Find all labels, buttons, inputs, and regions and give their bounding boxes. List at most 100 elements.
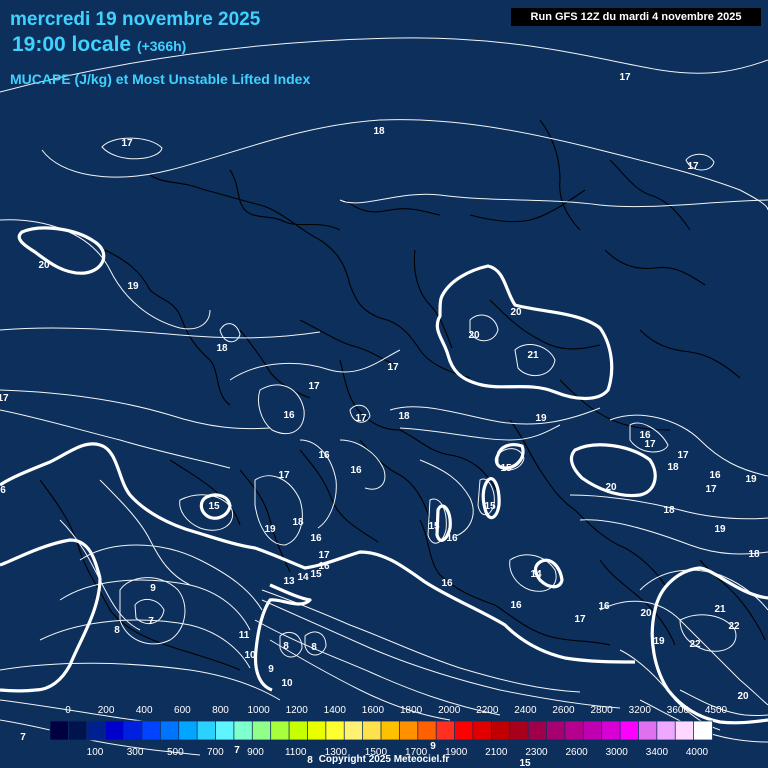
legend-color-cell — [509, 720, 530, 741]
legend-label: 1400 — [324, 705, 347, 716]
isoline-label: 20 — [38, 260, 50, 271]
forecast-time: 19:00 locale (+366h) — [12, 33, 186, 57]
isoline-label: 15 — [500, 463, 512, 474]
isoline-label: 7 — [234, 745, 240, 756]
isoline-label: 7 — [20, 732, 26, 743]
legend-color-cell — [693, 720, 713, 741]
legend-color-cell — [215, 720, 235, 741]
cape-legend: 0 200 400 600 800 1000 1200 1400 1600 1800 2000 220… — [49, 705, 728, 758]
legend-upper-labels: 0 200 400 600 800 1000 1200 1400 1600 1800 2000 220… — [65, 705, 727, 716]
isoline-label: 15 — [428, 521, 440, 532]
legend-label: 700 — [207, 747, 224, 758]
isoline-label: 18 — [663, 505, 675, 516]
legend-color-cell — [380, 720, 401, 741]
isoline-label: 6 — [0, 485, 6, 496]
legend-label: 400 — [136, 705, 153, 716]
legend-color-cell — [417, 720, 438, 741]
isoline-label: 21 — [714, 604, 726, 615]
isoline-label: 18 — [216, 343, 228, 354]
legend-color-cell — [656, 720, 677, 741]
legend-color-cell — [601, 720, 621, 741]
isoline-label: 17 — [278, 470, 290, 481]
parameter-title: MUCAPE (J/kg) et Most Unstable Lifted In… — [10, 71, 311, 87]
legend-label: 1800 — [400, 705, 423, 716]
isoline-label: 15 — [310, 569, 322, 580]
forecast-date: mercredi 19 novembre 2025 — [10, 9, 261, 30]
isoline-label: 20 — [605, 482, 617, 493]
isoline-label: 20 — [510, 307, 522, 318]
run-info-badge: Run GFS 12Z du mardi 4 novembre 2025 — [511, 8, 761, 26]
legend-label: 2200 — [476, 705, 499, 716]
legend-label: 2100 — [485, 747, 508, 758]
legend-color-cell — [251, 720, 272, 741]
legend-color-scale — [49, 720, 713, 741]
isoline-label: 17 — [705, 484, 717, 495]
legend-label: 1500 — [365, 747, 388, 758]
legend-color-cell — [472, 720, 493, 741]
legend-label: 1000 — [247, 705, 270, 716]
isoline-label: 16 — [283, 410, 295, 421]
isoline-label: 14 — [530, 569, 542, 580]
legend-color-cell — [86, 720, 107, 741]
legend-label: 3600 — [667, 705, 690, 716]
legend-label: 1100 — [285, 747, 307, 758]
isoline-label: 19 — [127, 281, 139, 292]
legend-label: 900 — [247, 747, 264, 758]
legend-label: 4500 — [705, 705, 728, 716]
isoline-label: 17 — [308, 381, 320, 392]
legend-color-cell — [141, 720, 162, 741]
legend-color-cell — [159, 720, 180, 741]
isoline-label: 19 — [714, 524, 726, 535]
legend-color-cell — [49, 720, 70, 741]
lead-time: (+366h) — [136, 38, 187, 54]
isoline-label: 17 — [687, 161, 699, 172]
legend-label: 1300 — [325, 747, 348, 758]
legend-label: 200 — [98, 705, 115, 716]
isoline-label: 8 — [283, 641, 289, 652]
legend-color-cell — [582, 720, 603, 741]
isoline-label: 16 — [310, 533, 322, 544]
isoline-label: 18 — [748, 549, 760, 560]
legend-label: 800 — [212, 705, 229, 716]
legend-label: 2300 — [525, 747, 548, 758]
legend-color-cell — [435, 720, 456, 741]
legend-color-cell — [398, 720, 419, 741]
isoline-label: 17 — [121, 138, 133, 149]
country-borders — [39, 119, 766, 671]
isoline-label: 14 — [297, 572, 309, 583]
isoline-label: 19 — [264, 524, 276, 535]
isoline-label: 10 — [244, 650, 256, 661]
forecast-time-value: 19:00 locale — [12, 33, 132, 56]
isoline-label: 19 — [535, 413, 547, 424]
legend-color-cell — [325, 720, 346, 741]
legend-lower-labels: 100 300 500 700 900 1100 1300 1500 1700 1900 2100 2… — [87, 747, 709, 758]
legend-color-cell — [196, 720, 217, 741]
legend-label: 2000 — [438, 705, 461, 716]
isoline-label: 15 — [208, 501, 220, 512]
isoline-label: 8 — [114, 625, 120, 636]
copyright-text: Copyright 2025 Meteociel.fr — [318, 754, 450, 765]
isoline-label: 17 — [574, 614, 586, 625]
isoline-label: 17 — [0, 393, 9, 404]
isoline-label: 7 — [148, 616, 154, 627]
isoline-label: 18 — [667, 462, 679, 473]
legend-label: 100 — [87, 747, 104, 758]
legend-label: 1200 — [286, 705, 309, 716]
legend-color-cell — [362, 720, 382, 741]
isoline-label: 16 — [639, 430, 651, 441]
isoline-label: 13 — [283, 576, 295, 587]
isoline-label: 18 — [292, 517, 304, 528]
isoline-label: 15 — [519, 758, 531, 768]
isoline-label: 9 — [430, 741, 436, 752]
isoline-label: 19 — [745, 474, 757, 485]
isoline-label: 18 — [398, 411, 410, 422]
legend-color-cell — [307, 720, 327, 741]
lifted-index-20-contours — [0, 226, 768, 725]
legend-color-cell — [178, 720, 199, 741]
legend-color-cell — [123, 720, 143, 741]
isoline-label: 22 — [728, 621, 740, 632]
isoline-label: 22 — [689, 639, 701, 650]
isoline-label: 20 — [468, 330, 480, 341]
